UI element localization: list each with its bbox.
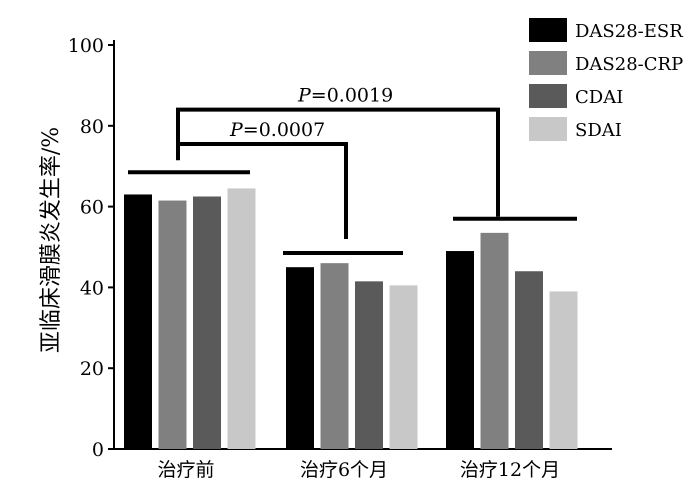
bar [480,232,509,449]
category-labels: 治疗前 治疗6个月 治疗12个月 [157,459,560,481]
y-tick-label: 80 [80,116,104,138]
bar [355,281,383,449]
bar [549,291,578,449]
bar [227,188,256,450]
y-tick-label: 20 [80,358,104,380]
legend-swatch [529,51,567,75]
bracket-12-months [176,107,500,217]
y-tick-label: 40 [80,277,104,299]
legend-label: DAS28-ESR [575,21,683,42]
p-value-label: P=0.0007 [229,119,325,141]
bar [515,271,543,449]
bar [389,285,418,449]
y-tick-label: 0 [92,439,104,461]
legend-swatch [529,18,567,42]
bars [124,188,578,450]
legend: DAS28-ESR DAS28-CRP CDAI SDAI [529,18,683,141]
legend-label: SDAI [575,120,622,141]
bar [286,267,314,449]
legend-label: CDAI [575,87,623,108]
bracket-6-months [176,141,348,240]
significance-brackets: P=0.0007 P=0.0019 [176,85,500,240]
category-label: 治疗前 [157,459,214,481]
y-tick-label: 60 [80,197,104,219]
y-ticks: 0 20 40 60 80 100 [68,35,114,461]
bar [193,196,221,449]
group-mean-lines [128,170,577,256]
legend-label: DAS28-CRP [575,54,683,75]
bar [124,194,152,449]
p-value-label: P=0.0019 [297,85,393,107]
y-tick-label: 100 [68,35,104,57]
bar [320,263,349,449]
legend-swatch [529,117,567,141]
legend-swatch [529,84,567,108]
category-label: 治疗6个月 [300,459,388,481]
bar [158,200,187,449]
category-label: 治疗12个月 [460,459,560,481]
bar [446,251,474,449]
y-axis-label: 亚临床滑膜炎发生率/% [39,127,64,353]
